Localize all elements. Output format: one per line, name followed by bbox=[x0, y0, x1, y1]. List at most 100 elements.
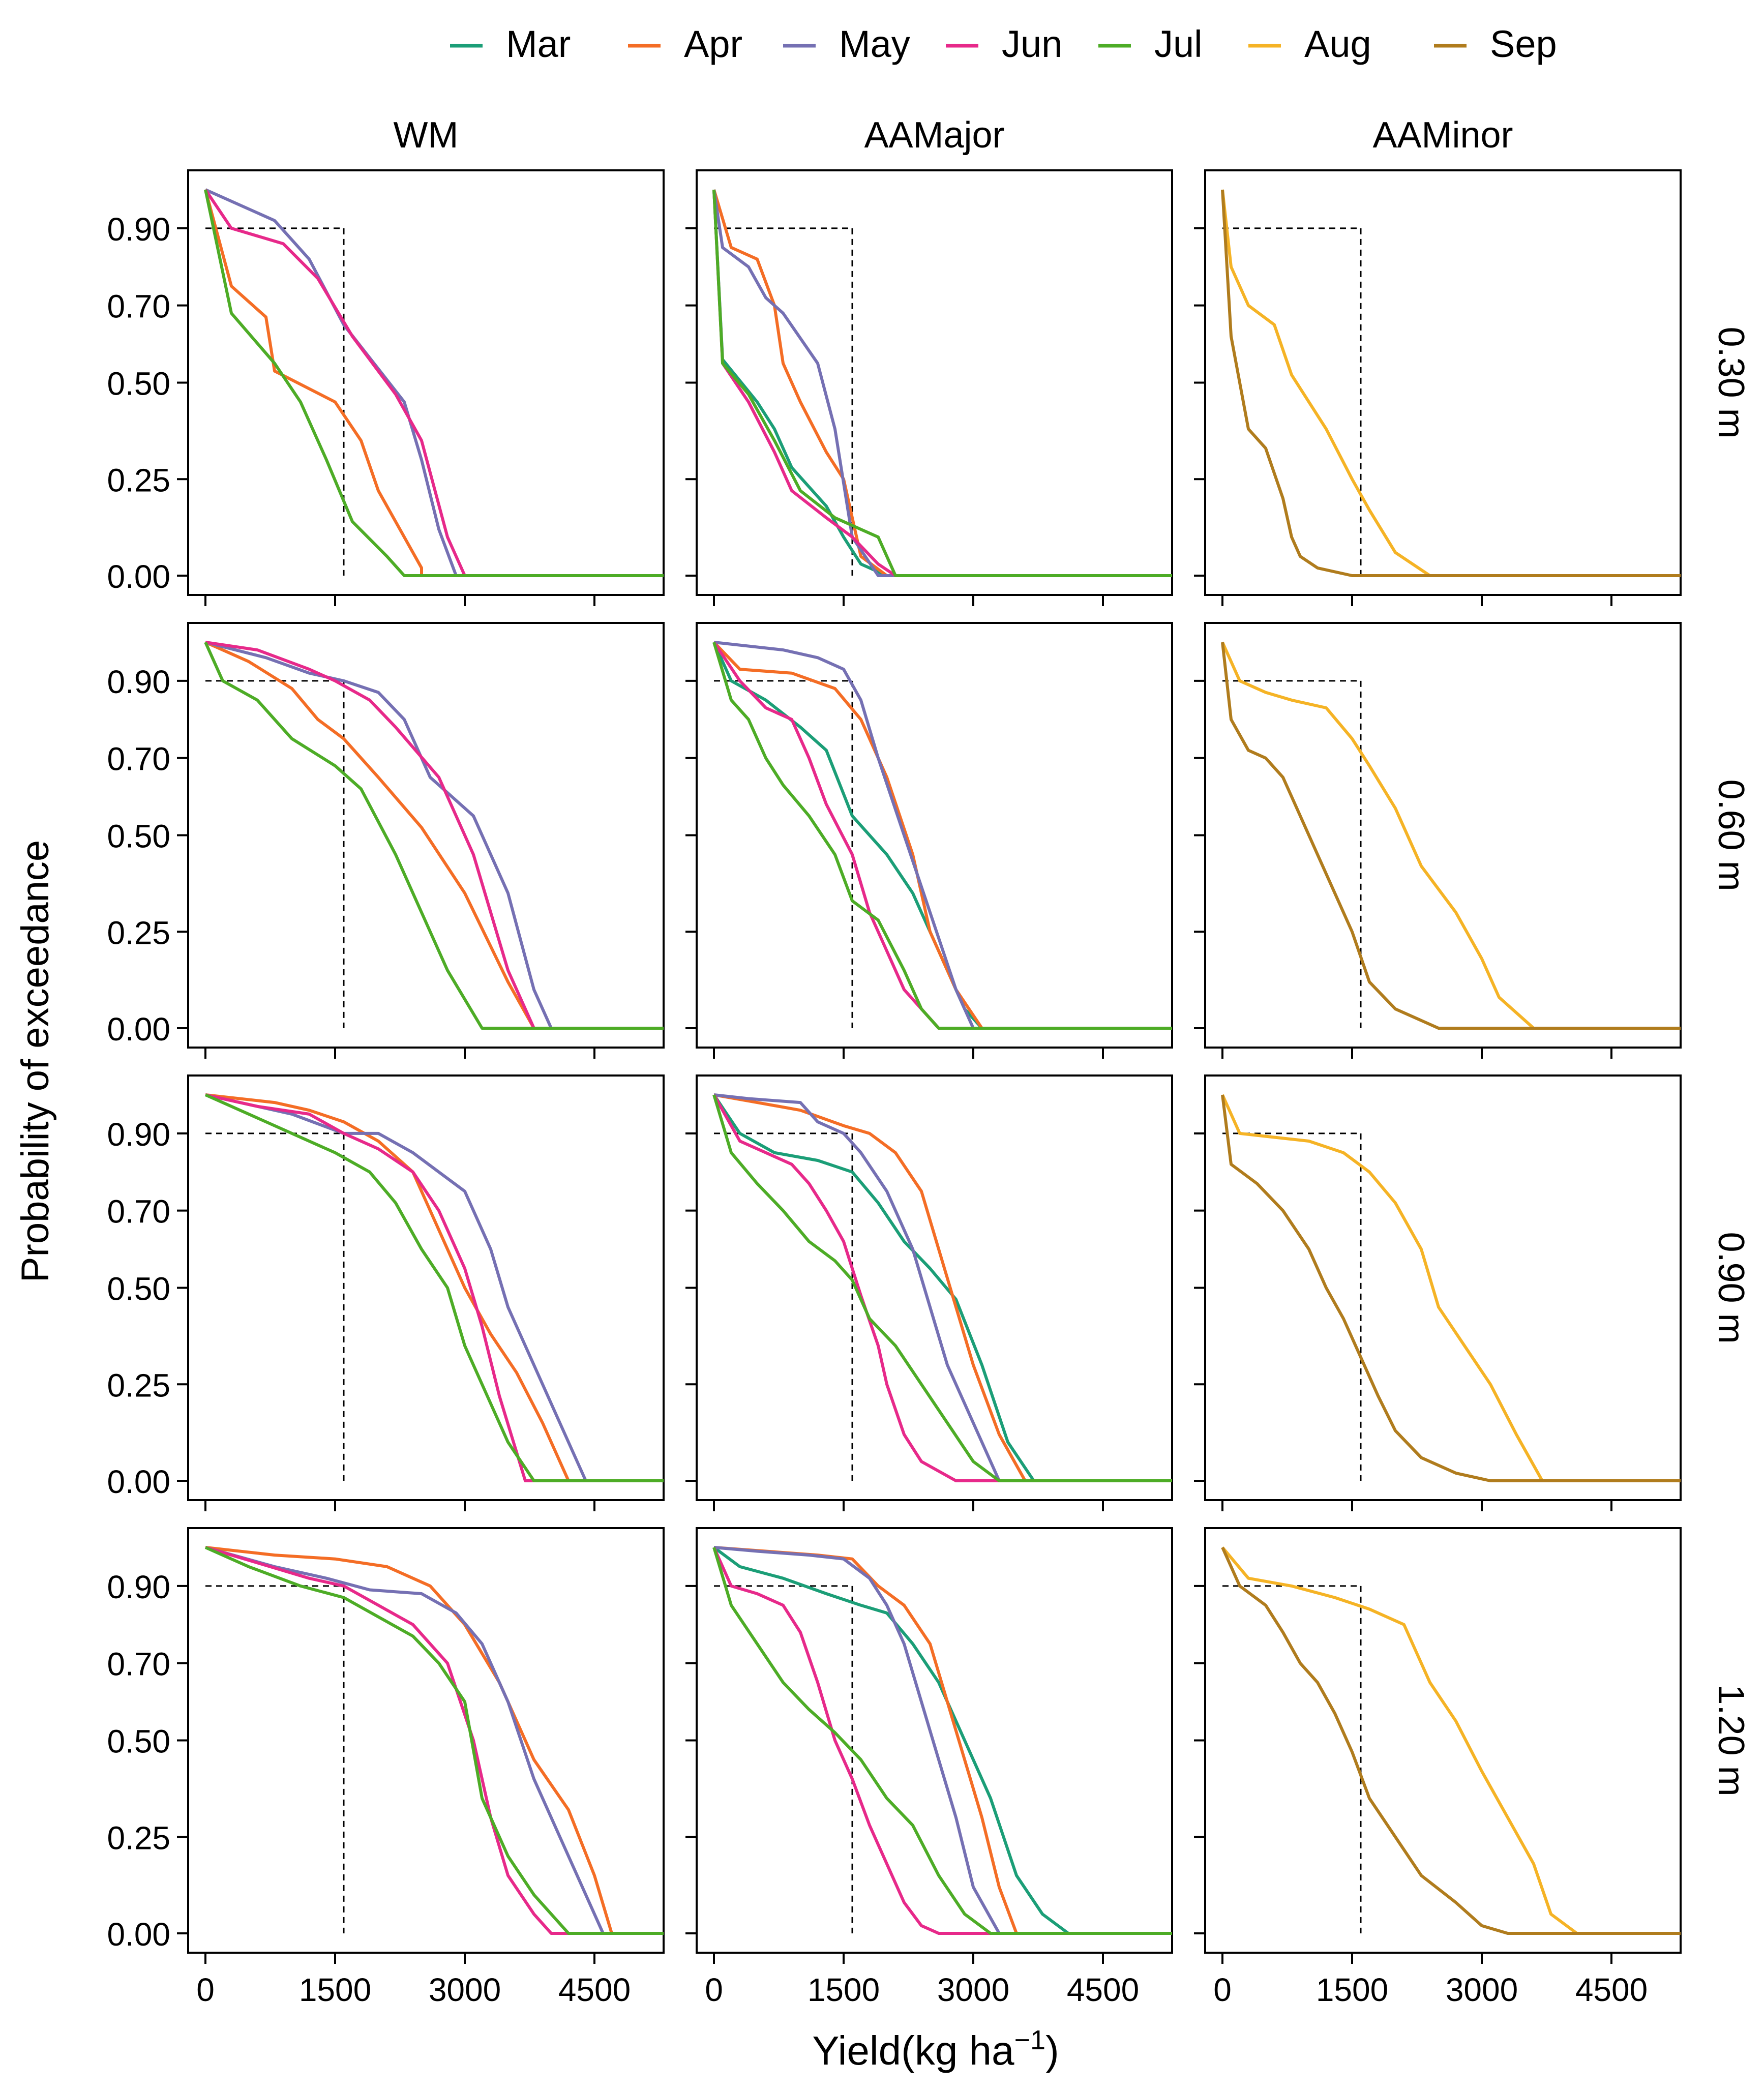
series-line-may bbox=[713, 1546, 1172, 1935]
legend: Mar Apr May Jun Jul Aug Sep bbox=[450, 23, 1557, 65]
panel-frame bbox=[187, 1074, 665, 1501]
panel-1-20-m-wm: 0.00 0.25 0.50 0.70 0.90 0 1500 3000 4500 bbox=[107, 1527, 665, 2008]
panel-grid: WM AAMajor AAMinor 0.30 m 0.60 m 0.90 m 1.20 m… bbox=[107, 115, 1751, 2008]
panel-0-90-m-aaminor bbox=[1194, 1074, 1682, 1511]
x-tick-label: 0 bbox=[705, 1971, 723, 2008]
y-tick-label: 0.90 bbox=[107, 1569, 170, 1605]
x-tick-label: 1500 bbox=[808, 1971, 880, 2008]
legend-label-aug: Aug bbox=[1304, 23, 1371, 65]
series-line-may bbox=[712, 189, 1172, 577]
x-tick-label: 3000 bbox=[429, 1971, 501, 2008]
y-tick-label: 0.00 bbox=[107, 1011, 170, 1048]
panel-0-30-m-aaminor bbox=[1194, 169, 1682, 606]
x-tick-label: 0 bbox=[196, 1971, 215, 2008]
series-line-apr bbox=[205, 1546, 664, 1935]
panel-frame bbox=[187, 1527, 665, 1954]
x-tick-label: 1500 bbox=[1316, 1971, 1388, 2008]
series-line-sep bbox=[1221, 1546, 1681, 1935]
y-tick-label: 0.70 bbox=[107, 1193, 170, 1230]
panel-frame bbox=[187, 169, 665, 596]
series-line-jun bbox=[205, 641, 664, 1030]
series-line-aug bbox=[1221, 1546, 1681, 1935]
series-line-apr bbox=[205, 1093, 664, 1482]
series-line-mar bbox=[712, 1094, 1172, 1482]
panel-frame bbox=[696, 169, 1173, 596]
series-line-apr bbox=[713, 1093, 1172, 1482]
y-tick-label: 0.00 bbox=[107, 1463, 170, 1500]
series-line-apr bbox=[712, 189, 1172, 577]
series-line-aug bbox=[1221, 1094, 1681, 1482]
series-line-mar bbox=[713, 1546, 1172, 1935]
panel-0-30-m-aamajor bbox=[685, 169, 1173, 606]
series-line-jun bbox=[205, 1546, 664, 1935]
row-label-0-30-m: 0.30 m bbox=[1711, 326, 1751, 438]
column-title-wm: WM bbox=[394, 115, 459, 156]
legend-label-jun: Jun bbox=[1002, 23, 1062, 65]
series-line-jul bbox=[204, 641, 664, 1030]
x-axis-title-close: ) bbox=[1045, 2028, 1059, 2073]
y-tick-label: 0.90 bbox=[107, 211, 170, 248]
series-line-apr bbox=[712, 641, 1172, 1030]
legend-label-jul: Jul bbox=[1154, 23, 1203, 65]
series-line-aug bbox=[1221, 641, 1681, 1030]
panel-0-90-m-wm: 0.00 0.25 0.50 0.70 0.90 bbox=[107, 1074, 665, 1511]
panel-frame bbox=[1204, 169, 1682, 596]
y-tick-label: 0.50 bbox=[107, 1723, 170, 1760]
panel-0-90-m-aamajor bbox=[685, 1074, 1173, 1511]
series-line-jul bbox=[712, 1094, 1172, 1482]
panel-1-20-m-aamajor: 0 1500 3000 4500 bbox=[685, 1527, 1173, 2008]
series-line-jul bbox=[712, 642, 1172, 1030]
panel-1-20-m-aaminor: 0 1500 3000 4500 bbox=[1194, 1527, 1682, 2008]
series-line-jun bbox=[712, 1094, 1172, 1482]
series-line-jul bbox=[712, 189, 1172, 577]
series-line-may bbox=[713, 1093, 1172, 1482]
series-line-mar bbox=[712, 189, 1172, 577]
series-line-mar bbox=[712, 641, 1172, 1030]
series-line-may bbox=[204, 188, 664, 577]
legend-label-mar: Mar bbox=[506, 23, 571, 65]
x-tick-label: 4500 bbox=[1575, 1971, 1648, 2008]
panel-frame bbox=[1204, 1527, 1682, 1954]
x-tick-label: 3000 bbox=[1446, 1971, 1518, 2008]
series-line-jul bbox=[204, 189, 664, 577]
legend-label-may: May bbox=[839, 23, 910, 65]
x-axis-title: Yield(kg ha−1) bbox=[812, 2025, 1059, 2073]
series-line-may bbox=[205, 1093, 664, 1482]
legend-label-apr: Apr bbox=[684, 23, 742, 65]
x-axis-title-superscript: −1 bbox=[1014, 2025, 1046, 2055]
row-label-1-20-m: 1.20 m bbox=[1711, 1684, 1751, 1796]
y-tick-label: 0.25 bbox=[107, 1819, 170, 1856]
series-line-sep bbox=[1221, 1094, 1681, 1482]
panel-0-30-m-wm: 0.00 0.25 0.50 0.70 0.90 bbox=[107, 169, 665, 606]
row-label-0-60-m: 0.60 m bbox=[1711, 779, 1751, 891]
panel-0-60-m-aaminor bbox=[1194, 622, 1682, 1059]
series-line-jun bbox=[712, 641, 1172, 1030]
y-tick-label: 0.90 bbox=[107, 1116, 170, 1153]
row-label-0-90-m: 0.90 m bbox=[1711, 1232, 1751, 1343]
panel-0-60-m-aamajor bbox=[685, 622, 1173, 1059]
x-tick-label: 1500 bbox=[299, 1971, 371, 2008]
y-tick-label: 0.70 bbox=[107, 288, 170, 325]
y-tick-label: 0.90 bbox=[107, 664, 170, 700]
series-line-sep bbox=[1221, 642, 1681, 1030]
series-line-jun bbox=[712, 189, 1172, 577]
x-axis-title-main: Yield(kg ha bbox=[812, 2028, 1014, 2073]
x-tick-label: 0 bbox=[1213, 1971, 1232, 2008]
series-line-jun bbox=[204, 189, 664, 577]
panel-0-60-m-wm: 0.00 0.25 0.50 0.70 0.90 bbox=[107, 622, 665, 1059]
series-line-aug bbox=[1221, 189, 1681, 577]
y-tick-label: 0.25 bbox=[107, 914, 170, 951]
y-tick-label: 0.50 bbox=[107, 1271, 170, 1307]
column-title-aaminor: AAMinor bbox=[1372, 115, 1513, 156]
x-tick-label: 3000 bbox=[937, 1971, 1009, 2008]
series-line-may bbox=[713, 641, 1172, 1030]
panel-frame bbox=[1204, 1074, 1682, 1501]
series-line-jul bbox=[712, 1547, 1172, 1935]
series-line-apr bbox=[204, 641, 664, 1030]
y-tick-label: 0.25 bbox=[107, 462, 170, 498]
legend-label-sep: Sep bbox=[1490, 23, 1557, 65]
series-line-sep bbox=[1221, 189, 1681, 577]
column-title-aamajor: AAMajor bbox=[864, 115, 1004, 156]
y-tick-label: 0.00 bbox=[107, 558, 170, 595]
